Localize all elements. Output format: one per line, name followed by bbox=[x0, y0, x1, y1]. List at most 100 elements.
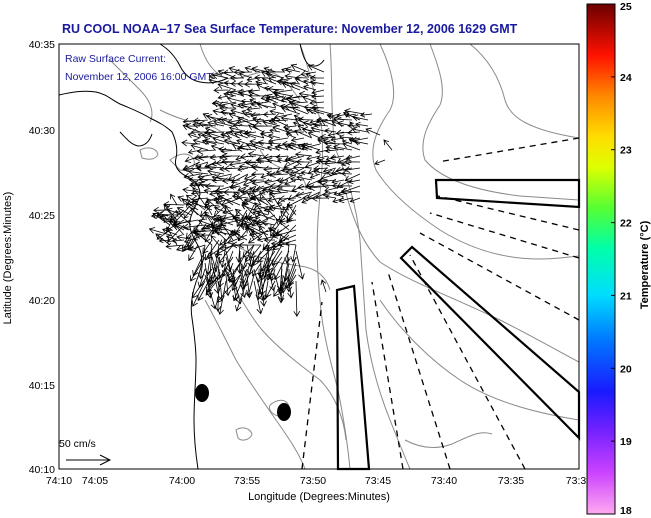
stations bbox=[195, 384, 291, 421]
current-vector bbox=[213, 206, 234, 216]
surface-current-vectors bbox=[148, 63, 393, 317]
current-vector bbox=[300, 70, 317, 77]
current-vector bbox=[224, 205, 241, 226]
current-vector bbox=[207, 168, 225, 176]
current-vector bbox=[339, 134, 353, 141]
current-vector bbox=[332, 115, 353, 123]
current-vector bbox=[206, 163, 225, 171]
current-vector bbox=[323, 160, 345, 167]
current-vector bbox=[285, 168, 305, 176]
current-vector bbox=[191, 280, 206, 307]
current-vector bbox=[256, 234, 283, 243]
current-vector bbox=[262, 244, 283, 252]
current-vector bbox=[255, 280, 263, 301]
current-vector bbox=[211, 226, 227, 241]
current-vector bbox=[196, 233, 213, 246]
current-vector bbox=[280, 210, 290, 221]
current-vector bbox=[351, 114, 369, 121]
current-vector bbox=[165, 242, 185, 250]
current-vector bbox=[349, 197, 361, 203]
current-vector bbox=[222, 209, 234, 215]
current-vector bbox=[303, 79, 317, 85]
current-vector bbox=[219, 104, 237, 112]
current-vector bbox=[163, 201, 185, 208]
y-tick-label: 40:30 bbox=[29, 125, 55, 137]
current-vector bbox=[309, 173, 321, 179]
current-vector bbox=[336, 112, 349, 119]
current-vector bbox=[306, 154, 321, 162]
current-vector bbox=[294, 129, 313, 139]
y-axis-label: Latitude (Degrees:Minutes) bbox=[2, 192, 14, 325]
current-vector bbox=[204, 202, 213, 216]
current-vector bbox=[197, 154, 217, 161]
current-vector bbox=[249, 138, 265, 146]
current-vector bbox=[295, 158, 313, 166]
current-vector bbox=[187, 149, 201, 155]
current-vector bbox=[269, 128, 281, 134]
current-vector bbox=[342, 142, 361, 151]
current-vector bbox=[213, 119, 233, 127]
current-vector bbox=[324, 140, 345, 147]
scale-label: 50 cm/s bbox=[59, 438, 96, 450]
current-vector bbox=[211, 72, 229, 80]
current-vector bbox=[262, 186, 281, 194]
current-vector bbox=[190, 180, 209, 188]
current-vector bbox=[300, 170, 313, 176]
current-vector bbox=[284, 144, 297, 151]
current-vector bbox=[247, 90, 261, 97]
x-axis-label: Longitude (Degrees:Minutes) bbox=[248, 491, 390, 503]
x-tick-label: 73:50 bbox=[300, 475, 326, 487]
current-vector bbox=[210, 235, 220, 246]
current-vector bbox=[325, 144, 345, 152]
current-vector bbox=[341, 139, 353, 145]
current-vector bbox=[252, 210, 276, 221]
current-vector bbox=[207, 120, 225, 127]
x-tick-label: 74:05 bbox=[82, 475, 108, 487]
current-vector bbox=[311, 194, 329, 202]
current-vector bbox=[220, 117, 241, 127]
scale-arrow bbox=[66, 454, 112, 466]
annotation-line-1: Raw Surface Current: bbox=[65, 53, 166, 65]
y-tick-label: 40:35 bbox=[29, 39, 55, 51]
current-vector bbox=[275, 153, 289, 160]
current-vector bbox=[246, 105, 261, 113]
current-vector bbox=[276, 182, 297, 190]
current-vector bbox=[227, 262, 241, 282]
current-vector bbox=[284, 179, 297, 186]
current-vector bbox=[175, 210, 192, 226]
current-vector bbox=[342, 111, 361, 121]
current-vector bbox=[197, 274, 213, 302]
current-vector bbox=[257, 244, 276, 263]
x-tick-label: 73:45 bbox=[365, 475, 391, 487]
current-vector bbox=[239, 188, 257, 196]
current-vector bbox=[280, 115, 297, 122]
colorbar-tick-label: 18 bbox=[620, 505, 632, 517]
current-vector bbox=[297, 124, 313, 133]
current-vector bbox=[338, 197, 353, 204]
current-vector bbox=[249, 186, 262, 206]
current-vector bbox=[218, 244, 241, 252]
current-vector bbox=[317, 178, 337, 185]
current-vector bbox=[295, 250, 305, 280]
current-vector bbox=[253, 280, 264, 315]
current-vector bbox=[236, 145, 257, 152]
current-vector bbox=[309, 99, 325, 107]
current-vector bbox=[260, 274, 267, 307]
y-tick-label: 40:10 bbox=[29, 464, 55, 476]
current-vector bbox=[247, 151, 265, 158]
current-vector bbox=[215, 196, 227, 211]
current-vector bbox=[229, 184, 241, 190]
current-vector bbox=[316, 117, 337, 125]
current-vector bbox=[302, 95, 317, 103]
current-vector bbox=[291, 106, 309, 115]
current-vector bbox=[184, 155, 201, 163]
current-vector bbox=[190, 189, 209, 197]
current-vector bbox=[234, 208, 248, 221]
current-vector bbox=[292, 164, 313, 171]
temperature-colorbar: 25 24 23 22 21 20 19 18 Temperature (°C) bbox=[586, 1, 651, 517]
current-vector bbox=[285, 241, 297, 247]
current-vector bbox=[222, 177, 241, 185]
current-vector bbox=[243, 173, 257, 181]
current-vector bbox=[239, 153, 257, 161]
current-vector bbox=[237, 185, 249, 192]
